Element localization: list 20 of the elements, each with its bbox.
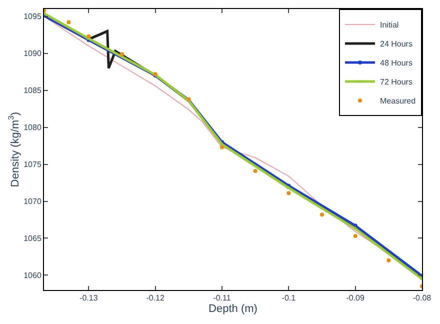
legend-label: 24 Hours [380,40,412,49]
x-tick-label: -0.08 [412,294,432,303]
y-tick-label: 1085 [24,86,42,96]
y-tick-label: 1095 [24,12,42,22]
x-tick-label: -0.13 [80,294,98,303]
x-tick-label: -0.12 [146,294,165,303]
legend-label: 48 Hours [380,58,412,68]
x-tick-label: -0.1 [282,294,296,303]
x-tick-label: -0.11 [213,294,232,303]
x-tick-label: -0.09 [346,294,365,303]
x-axis-title: Depth (m) [208,302,258,315]
legend-label: Measured [380,96,416,106]
y-tick-label: 1060 [24,271,42,280]
y-tick-label: 1080 [24,123,42,132]
legend-label: Initial [380,20,399,30]
legend-label: 72 Hours [380,78,412,87]
y-tick-label: 1065 [24,234,42,244]
y-tick-label: 1090 [24,49,42,58]
y-tick-label: 1075 [24,160,42,170]
y-tick-label: 1070 [24,197,42,206]
